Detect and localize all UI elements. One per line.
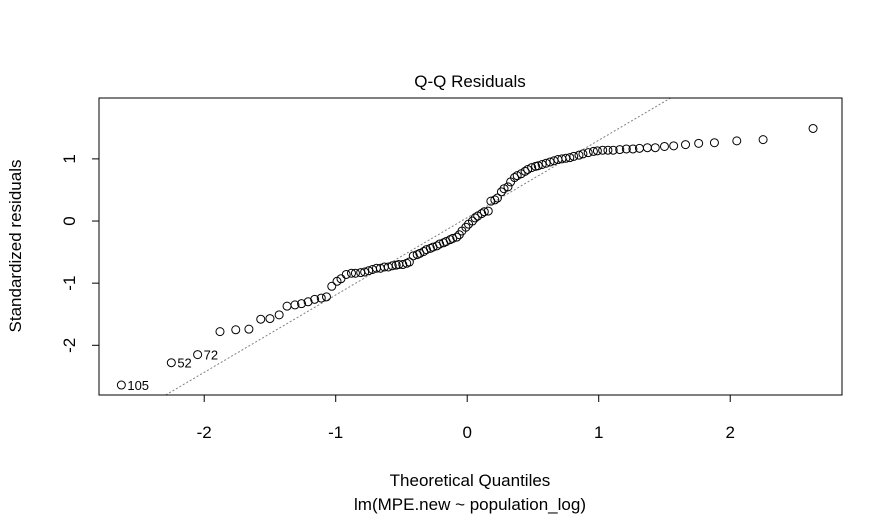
data-point — [490, 195, 500, 205]
data-point — [709, 138, 719, 148]
point-label: 52 — [177, 356, 191, 371]
data-point — [578, 149, 588, 159]
data-point — [477, 209, 487, 219]
data-point — [541, 158, 551, 168]
data-point — [598, 145, 608, 155]
points-group — [116, 123, 818, 390]
data-point — [574, 150, 584, 160]
y-tick-label: 0 — [60, 216, 79, 225]
data-point — [341, 269, 351, 279]
data-point — [621, 144, 631, 154]
data-point — [316, 293, 326, 303]
data-point — [569, 151, 579, 161]
data-point — [387, 261, 397, 271]
data-point — [694, 138, 704, 148]
data-point — [274, 310, 284, 320]
data-point — [510, 173, 520, 183]
data-point — [193, 350, 203, 360]
x-tick-label: 1 — [594, 423, 603, 442]
data-point — [483, 206, 493, 216]
data-point — [496, 187, 506, 197]
data-point — [681, 140, 691, 150]
data-point — [520, 166, 530, 176]
data-point — [303, 297, 313, 307]
data-point — [533, 161, 543, 171]
data-point — [732, 136, 742, 146]
data-point — [588, 146, 598, 156]
data-point — [421, 245, 431, 255]
data-point — [408, 251, 418, 261]
data-point — [404, 257, 414, 267]
data-point — [364, 266, 374, 276]
data-point — [628, 144, 638, 154]
data-point — [758, 135, 768, 145]
chart-subtitle: lm(MPE.new ~ population_log) — [354, 495, 586, 514]
point-label: 105 — [127, 378, 149, 393]
data-point — [360, 267, 370, 277]
data-point — [642, 143, 652, 153]
data-point — [537, 159, 547, 169]
data-point — [603, 145, 613, 155]
data-point — [398, 260, 408, 270]
data-point — [565, 153, 575, 163]
data-point — [215, 327, 225, 337]
x-axis-label: Theoretical Quantiles — [390, 471, 551, 490]
qq-reference-line — [165, 97, 671, 396]
y-axis-label: Standardized residuals — [6, 160, 25, 333]
x-tick-label: 2 — [725, 423, 734, 442]
data-point — [479, 207, 489, 217]
data-point — [282, 301, 292, 311]
data-point — [461, 222, 471, 232]
data-point — [808, 123, 818, 133]
data-point — [265, 314, 275, 324]
y-tick-label: -2 — [60, 338, 79, 353]
data-point — [615, 145, 625, 155]
data-point — [290, 300, 300, 310]
x-axis: -2 -1 0 1 2 — [197, 394, 735, 442]
data-point — [650, 143, 660, 153]
data-point — [231, 325, 241, 335]
data-point — [608, 145, 618, 155]
data-point — [116, 380, 126, 390]
y-tick-label: 1 — [60, 154, 79, 163]
reference-line-group — [165, 97, 671, 396]
data-point — [467, 216, 477, 226]
data-point — [503, 182, 513, 192]
data-point — [166, 358, 176, 368]
data-point — [592, 146, 602, 156]
data-point — [492, 193, 502, 203]
data-point — [435, 239, 445, 249]
chart-title: Q-Q Residuals — [414, 72, 525, 91]
x-tick-label: -2 — [197, 423, 212, 442]
data-point — [659, 141, 669, 151]
data-point — [452, 232, 462, 242]
point-labels-group: 105 52 72 — [127, 348, 218, 393]
x-tick-label: -1 — [328, 423, 343, 442]
data-point — [336, 274, 346, 284]
data-point — [669, 141, 679, 151]
data-point — [350, 268, 360, 278]
data-point — [583, 148, 593, 158]
data-point — [322, 292, 332, 302]
data-point — [470, 213, 480, 223]
y-axis: -2 -1 0 1 — [60, 154, 100, 353]
data-point — [545, 157, 555, 167]
x-tick-label: 0 — [462, 423, 471, 442]
data-point — [346, 268, 356, 278]
data-point — [527, 163, 537, 173]
data-point — [327, 281, 337, 291]
data-point — [448, 233, 458, 243]
data-point — [310, 294, 320, 304]
data-point — [244, 324, 254, 334]
y-tick-label: -1 — [60, 276, 79, 291]
data-point — [297, 299, 307, 309]
data-point — [256, 314, 266, 324]
point-label: 72 — [204, 348, 218, 363]
